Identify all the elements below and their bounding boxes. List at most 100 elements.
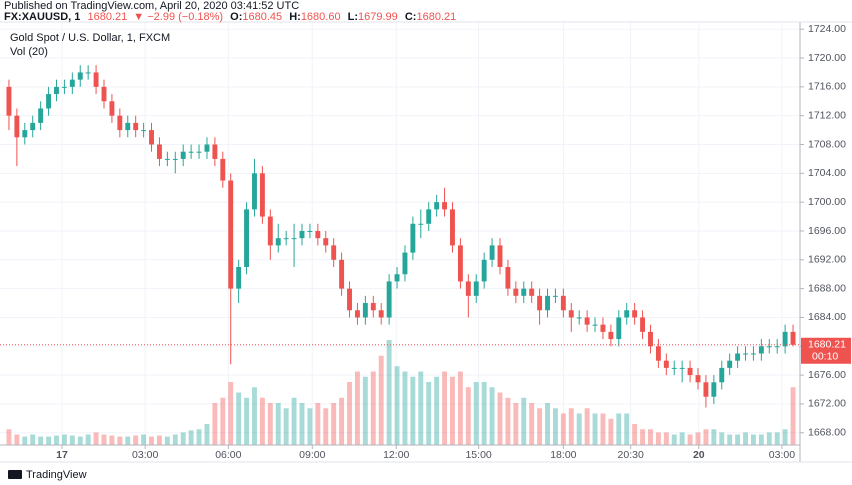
y-tick-label: 1668.00	[808, 427, 846, 439]
candle-body	[220, 158, 226, 181]
candle-body	[133, 122, 139, 131]
candle-body	[6, 86, 12, 116]
price-change: ▼ −2.99 (−0.18%)	[133, 11, 223, 23]
volume-bar	[315, 403, 321, 445]
volume-bar	[774, 432, 780, 445]
candle-body	[560, 295, 566, 311]
axes: 1668.001672.001676.001680.001684.001688.…	[0, 21, 852, 463]
y-tick-label: 1708.00	[808, 138, 846, 150]
candle-body	[497, 245, 503, 268]
candle-body	[774, 346, 780, 348]
last-price-label: 1680.21	[808, 339, 846, 351]
candle-body	[347, 288, 352, 311]
last-price-box	[801, 337, 851, 364]
y-tick-label: 1720.00	[808, 52, 846, 64]
ohlc-key: H:	[289, 11, 301, 23]
volume-bar	[782, 429, 788, 445]
volume-bar	[6, 429, 12, 445]
x-tick-label: 20:30	[618, 449, 644, 461]
volume-bar	[719, 432, 725, 445]
candle-body	[711, 382, 717, 397]
volume-bar	[418, 371, 424, 445]
candle-body	[109, 101, 115, 116]
candle-body	[188, 151, 194, 153]
volume-bar	[465, 387, 471, 445]
candle-body	[648, 331, 653, 347]
candle-body	[640, 317, 646, 332]
candle-body	[236, 267, 242, 289]
volume-bar	[679, 432, 685, 445]
ohlc-key: O:	[230, 11, 242, 23]
candle-body	[299, 230, 305, 239]
x-tick-label: 15:00	[465, 449, 491, 461]
volume-bar	[299, 403, 305, 445]
x-tick-label: 17	[56, 449, 68, 461]
volume-bar	[442, 371, 448, 445]
y-tick-label: 1712.00	[808, 109, 846, 121]
candle-body	[354, 310, 360, 318]
volume-bar	[711, 429, 717, 445]
volume-bar	[141, 434, 147, 445]
volume-bar	[347, 382, 352, 445]
candle-body	[687, 367, 693, 376]
volume-bar	[687, 434, 693, 445]
candle-body	[568, 310, 574, 318]
volume-bar	[560, 413, 566, 445]
candle-body	[61, 86, 67, 88]
candle-body	[93, 72, 99, 87]
volume-bar	[434, 376, 440, 445]
candle-body	[125, 122, 131, 131]
candle-body	[386, 281, 392, 318]
volume-bar	[703, 429, 709, 445]
ohlc-key: C:	[405, 11, 417, 23]
volume-bar	[22, 436, 28, 445]
volume-bar	[339, 397, 345, 445]
candle-body	[735, 353, 741, 361]
volume-bar	[291, 397, 297, 445]
y-tick-label: 1704.00	[808, 167, 846, 179]
volume-bar	[30, 434, 36, 445]
volume-bar	[267, 403, 273, 445]
candle-body	[766, 346, 772, 348]
candle-body	[30, 122, 36, 131]
y-tick-label: 1724.00	[808, 23, 846, 35]
volume-bar	[537, 408, 543, 445]
volume-bar	[14, 434, 20, 445]
candle-body	[545, 295, 550, 311]
volume-bar	[576, 413, 582, 445]
ohlc-value: 1680.21	[416, 11, 456, 23]
candle-pane	[0, 65, 800, 408]
logo-text[interactable]: TradingView	[26, 469, 87, 481]
volume-bar	[204, 424, 210, 445]
candle-body	[394, 274, 400, 282]
footer-logo[interactable]: TradingView	[8, 469, 87, 481]
candle-body	[307, 230, 313, 232]
volume-bar	[655, 432, 661, 445]
volume-bar	[750, 434, 756, 445]
volume-bar	[529, 403, 535, 445]
y-tick-label: 1672.00	[808, 398, 846, 410]
x-tick-label: 20	[693, 449, 705, 461]
volume-bar	[259, 397, 265, 445]
volume-bar	[640, 429, 646, 445]
candle-body	[22, 130, 28, 138]
candle-body	[69, 79, 75, 87]
candle-body	[632, 310, 638, 318]
candle-body	[14, 115, 20, 138]
candle-body	[259, 173, 265, 217]
volume-bar	[584, 408, 590, 445]
candle-body	[244, 209, 250, 268]
volume-bar	[489, 387, 495, 445]
candle-body	[521, 288, 527, 296]
candle-body	[252, 173, 257, 210]
symbol-name: FX:XAUUSD, 1	[4, 11, 80, 23]
logo-icon	[8, 470, 22, 479]
x-tick-label: 12:00	[383, 449, 409, 461]
candle-body	[402, 252, 408, 275]
candle-body	[410, 223, 416, 253]
volume-bar	[125, 436, 131, 445]
candle-body	[442, 202, 448, 210]
candle-body	[172, 158, 178, 160]
volume-bar	[450, 376, 455, 445]
candle-body	[101, 86, 107, 102]
